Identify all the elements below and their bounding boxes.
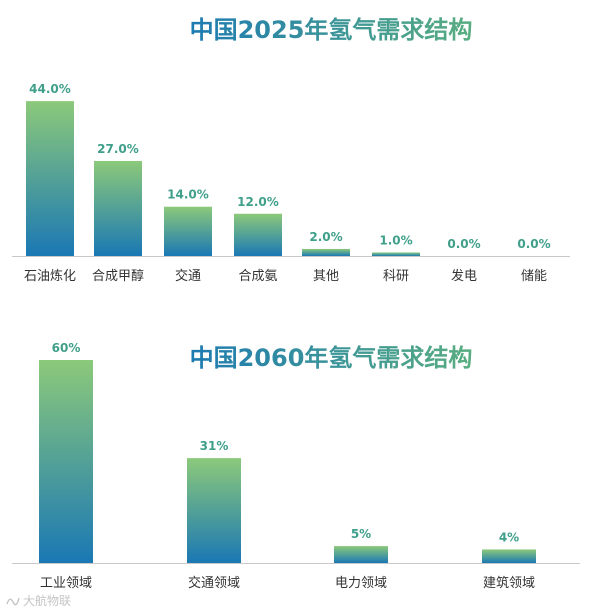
x-tick-label: 合成甲醇	[92, 268, 144, 284]
data-label: 27.0%	[97, 142, 139, 156]
data-label: 60%	[52, 341, 81, 355]
data-label: 5%	[351, 527, 371, 541]
data-label: 2.0%	[309, 230, 342, 244]
x-tick-label: 交通	[175, 268, 201, 284]
bar-3	[164, 206, 212, 256]
bar-6	[372, 252, 420, 256]
bar-4	[482, 549, 536, 563]
data-label: 0.0%	[447, 237, 480, 251]
data-label: 31%	[200, 439, 229, 453]
x-tick-label: 电力领域	[335, 576, 387, 591]
data-label: 4%	[499, 530, 519, 544]
bar-3	[334, 546, 388, 563]
watermark: 大航物联	[6, 592, 71, 609]
x-tick-label: 科研	[383, 269, 409, 284]
wave-logo-icon	[6, 597, 20, 605]
chart-title: 中国2025年氢气需求结构	[190, 16, 473, 44]
x-tick-label: 建筑领域	[483, 575, 535, 591]
data-label: 12.0%	[237, 195, 279, 209]
watermark-text: 大航物联	[23, 594, 72, 608]
bar-1	[26, 101, 74, 257]
x-tick-label: 储能	[521, 269, 547, 284]
x-tick-label: 交通领域	[188, 575, 240, 591]
data-label: 44.0%	[29, 82, 71, 96]
chart-2060-hydrogen-demand: 中国2060年氢气需求结构 60% 工业领域 31% 交通领域 5% 电力领域 4% 建筑领域	[12, 341, 580, 591]
x-tick-label: 其他	[313, 269, 339, 284]
bar-1	[39, 360, 93, 563]
bar-2	[187, 458, 241, 563]
data-label: 0.0%	[517, 237, 550, 251]
x-tick-label: 石油炼化	[24, 269, 76, 284]
data-label: 14.0%	[167, 188, 209, 202]
chart-2025-hydrogen-demand: 中国2025年氢气需求结构 44.0% 石油炼化 27.0% 合成甲醇 14.0% 交通 12…	[12, 16, 570, 284]
bar-5	[302, 248, 350, 256]
x-tick-label: 工业领域	[40, 576, 92, 591]
x-tick-label: 发电	[451, 268, 477, 284]
bar-4	[234, 213, 282, 256]
bar-2	[94, 160, 142, 256]
x-tick-label: 合成氨	[238, 269, 277, 284]
data-label: 1.0%	[379, 233, 412, 247]
chart-title: 中国2060年氢气需求结构	[190, 344, 473, 372]
